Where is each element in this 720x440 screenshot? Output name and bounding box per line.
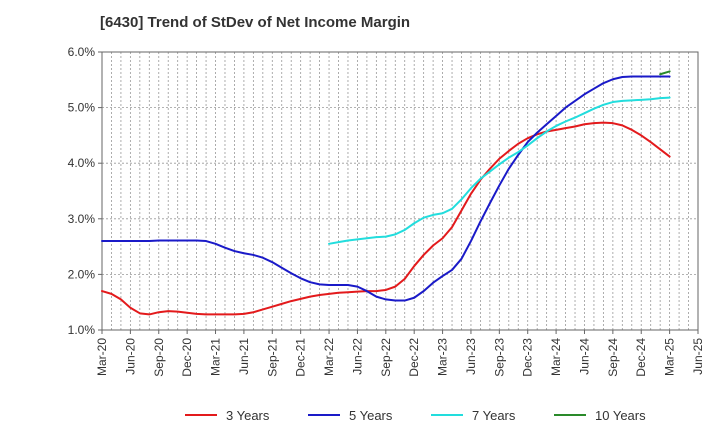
series-line-0 bbox=[101, 121, 671, 316]
axis-layer: 1.0% 2.0% 3.0% 4.0% 5.0% 6.0% Mar-20 Jun-20 Sep-… bbox=[68, 45, 705, 377]
x-tick-label: Dec-22 bbox=[407, 338, 421, 377]
x-tick-label: Dec-20 bbox=[180, 338, 194, 377]
x-tick-label: Mar-21 bbox=[209, 338, 223, 376]
x-tick-label: Jun-25 bbox=[691, 338, 705, 375]
x-tick-label: Jun-23 bbox=[464, 338, 478, 375]
series-line-1 bbox=[101, 75, 671, 302]
x-tick-label: Dec-23 bbox=[521, 338, 535, 377]
legend-label-0: 3 Years bbox=[226, 408, 270, 423]
y-tick-label: 4.0% bbox=[68, 156, 96, 170]
x-tick-label: Mar-20 bbox=[95, 338, 109, 376]
series-layer bbox=[101, 70, 671, 316]
legend-label-2: 7 Years bbox=[472, 408, 516, 423]
y-tick-label: 6.0% bbox=[68, 45, 96, 59]
legend-label-1: 5 Years bbox=[349, 408, 393, 423]
x-tick-label: Mar-25 bbox=[663, 338, 677, 376]
x-tick-label: Sep-23 bbox=[492, 338, 506, 377]
x-tick-label: Jun-22 bbox=[350, 338, 364, 375]
series-line-2 bbox=[328, 96, 671, 245]
y-tick-label: 3.0% bbox=[68, 212, 96, 226]
x-tick-label: Mar-22 bbox=[322, 338, 336, 376]
y-tick-label: 2.0% bbox=[68, 267, 96, 281]
x-tick-label: Sep-22 bbox=[379, 338, 393, 377]
x-tick-label: Sep-21 bbox=[265, 338, 279, 377]
x-tick-label: Mar-24 bbox=[549, 338, 563, 376]
y-tick-label: 5.0% bbox=[68, 101, 96, 115]
plot-background bbox=[102, 52, 698, 330]
x-tick-label: Jun-20 bbox=[123, 338, 137, 375]
y-tick-label: 1.0% bbox=[68, 323, 96, 337]
series-line-3 bbox=[659, 70, 671, 76]
x-tick-label: Dec-24 bbox=[634, 338, 648, 377]
x-tick-label: Sep-24 bbox=[606, 338, 620, 377]
legend-layer: 3 Years 5 Years 7 Years 10 Years bbox=[185, 408, 646, 423]
chart-title: [6430] Trend of StDev of Net Income Marg… bbox=[100, 14, 411, 31]
legend-label-3: 10 Years bbox=[595, 408, 646, 423]
x-tick-label: Sep-20 bbox=[152, 338, 166, 377]
x-tick-label: Dec-21 bbox=[294, 338, 308, 377]
x-tick-label: Mar-23 bbox=[436, 338, 450, 376]
plot-border bbox=[101, 51, 699, 331]
x-tick-label: Jun-21 bbox=[237, 338, 251, 375]
x-tick-label: Jun-24 bbox=[577, 338, 591, 375]
